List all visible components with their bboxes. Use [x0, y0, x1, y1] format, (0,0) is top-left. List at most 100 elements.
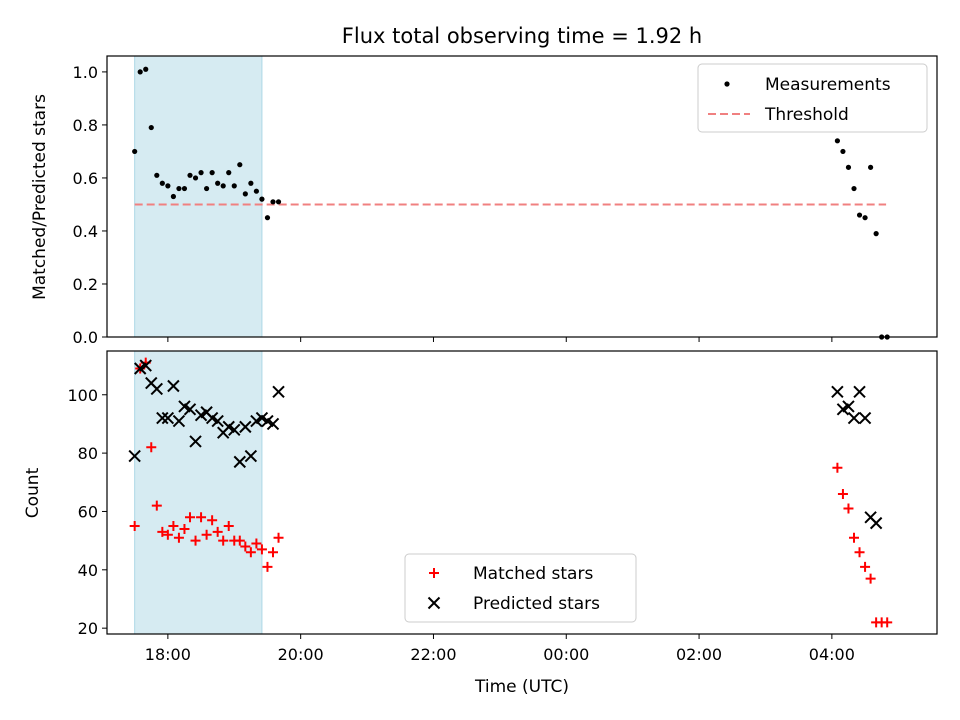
predicted-star-point [228, 423, 241, 436]
predicted-star-point [167, 379, 180, 393]
predicted-star-point [139, 359, 152, 372]
count-y-axis-label: Count [23, 467, 43, 518]
matched-star-point [168, 521, 179, 532]
matched-star-point [256, 544, 267, 555]
measurement-point [264, 215, 271, 221]
observing-window-span [134, 350, 263, 635]
measurement-point [159, 180, 165, 186]
measurement-point [270, 199, 276, 205]
measurement-point [856, 212, 863, 218]
measurement-point [231, 183, 237, 189]
measurement-point [198, 170, 204, 176]
predicted-star-point [869, 516, 883, 530]
matched-star-point [196, 512, 207, 523]
count-legend: Matched stars Predicted stars [404, 553, 637, 623]
predicted-star-point [842, 400, 855, 413]
y-tick-label: 0.4 [73, 222, 98, 241]
predicted-star-point [847, 411, 861, 425]
measurement-point [181, 185, 188, 192]
predicted-star-point [150, 382, 164, 396]
predicted-star-point [239, 420, 252, 434]
matched-star-point [201, 529, 212, 540]
predicted-star-point [183, 403, 197, 416]
legend-box [404, 553, 637, 623]
predicted-star-point [172, 414, 186, 428]
count-panel: 20 40 60 80 100 18:00 20:00 22:00 00:00 02:00 04:0… [67, 350, 938, 664]
axes-frame [106, 55, 938, 338]
y-tick-label: 0.0 [73, 328, 98, 347]
observing-window-span [134, 55, 263, 338]
x-tick-label: 18:00 [145, 645, 191, 664]
predicted-star-point [161, 411, 175, 425]
matched-star-point [251, 538, 262, 549]
legend-threshold-label: Threshold [764, 105, 849, 125]
chart-title: Flux total observing time = 1.92 h [342, 24, 702, 48]
legend-box [697, 63, 928, 133]
measurement-point [862, 215, 868, 221]
matched-star-point [854, 547, 865, 558]
legend-measurements-label: Measurements [765, 75, 891, 95]
legend-measurement-marker [724, 81, 730, 87]
legend-matched-marker [429, 568, 439, 578]
matched-star-point [162, 529, 173, 540]
measurement-point [220, 183, 226, 189]
measurement-point [275, 199, 282, 205]
y-tick-label: 40 [78, 561, 98, 580]
ratio-y-axis-label: Matched/Predicted stars [30, 94, 50, 300]
matched-star-point [837, 488, 848, 499]
predicted-star-point [266, 417, 280, 431]
matched-star-point [223, 521, 234, 532]
measurement-point [187, 172, 193, 178]
predicted-star-point [189, 435, 202, 448]
predicted-star-point [156, 411, 169, 425]
measurement-point [154, 172, 160, 178]
axes-frame [106, 350, 938, 635]
matched-star-point [151, 500, 162, 511]
x-tick-label: 22:00 [410, 645, 456, 664]
measurement-point [132, 148, 138, 155]
matched-star-point [218, 535, 229, 546]
legend-matched-label: Matched stars [473, 564, 593, 584]
plot-layer: 0.0 0.2 0.4 0.6 0.8 1.0 Measurements Threshold 2… [67, 55, 938, 664]
measurement-point [248, 180, 254, 186]
y-tick-label: 20 [78, 619, 98, 638]
predicted-star-point [211, 414, 224, 428]
matched-star-point [157, 526, 168, 537]
matched-star-point [234, 535, 245, 546]
x-tick-label: 20:00 [278, 645, 324, 664]
matched-star-point [268, 547, 278, 558]
matched-star-point [240, 541, 251, 552]
ratio-panel: 0.0 0.2 0.4 0.6 0.8 1.0 Measurements Threshold [73, 55, 938, 347]
matched-star-point [190, 535, 201, 546]
ratio-legend: Measurements Threshold [697, 63, 928, 133]
matched-star-point [882, 617, 893, 628]
measurement-point [845, 164, 852, 170]
measurement-point [170, 193, 176, 200]
predicted-star-point [233, 455, 247, 469]
measurement-point [242, 191, 248, 197]
predicted-star-point [244, 449, 258, 463]
matched-star-point [865, 573, 876, 584]
y-tick-label: 80 [78, 444, 98, 463]
predicted-star-point [272, 385, 285, 399]
matched-star-point [849, 532, 859, 543]
measurement-point [237, 162, 243, 168]
matched-star-point [860, 561, 871, 572]
measurement-point [209, 170, 215, 176]
measurement-point [226, 170, 232, 176]
predicted-star-point [853, 385, 866, 399]
measurement-point [873, 231, 879, 237]
measurement-point [259, 196, 265, 202]
measurement-point [137, 69, 143, 75]
measurement-point [868, 164, 874, 170]
y-tick-label: 1.0 [73, 63, 98, 82]
y-tick-label: 60 [78, 502, 98, 521]
measurement-point [148, 124, 154, 131]
matched-star-point [843, 503, 854, 514]
y-tick-label: 0.8 [73, 116, 98, 135]
matched-star-point [173, 532, 184, 543]
matched-star-point [245, 547, 256, 558]
measurement-point [851, 185, 857, 192]
measurement-point [192, 175, 199, 181]
measurement-point [840, 148, 846, 155]
